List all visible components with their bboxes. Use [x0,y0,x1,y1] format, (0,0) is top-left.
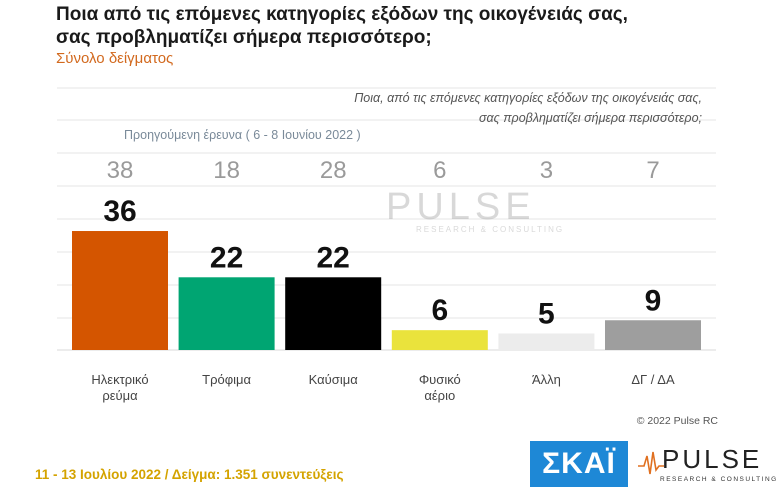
category-label: αέριο [424,388,455,403]
previous-value-label: 7 [646,157,659,184]
previous-survey-label: Προηγούμενη έρευνα ( 6 - 8 Ιουνίου 2022 … [124,128,361,142]
bar [498,333,595,350]
previous-value-label: 3 [540,157,553,184]
category-label: Ηλεκτρικό [91,372,148,387]
category-label: Άλλη [532,372,561,387]
bar [605,320,701,350]
category-label: Τρόφιμα [202,372,251,387]
category-label: ΔΓ / ΔΑ [631,372,675,387]
data-label: 22 [210,241,243,274]
data-label: 36 [103,195,136,228]
previous-value-label: 6 [433,157,446,184]
chart-subtitle: Σύνολο δείγματος [56,50,174,67]
previous-value-label: 28 [320,157,347,184]
question-note: Ποια, από τις επόμενες κατηγορίες εξόδων… [282,88,702,128]
question-note-line1: Ποια, από τις επόμενες κατηγορίες εξόδων… [354,91,702,105]
data-label: 9 [645,284,662,317]
watermark-subtext: RESEARCH & CONSULTING [416,225,565,234]
data-label: 6 [431,294,448,327]
chart-title-line2: σας προβληματίζει σήμερα περισσότερο; [56,27,432,48]
pulse-logo-subtext: RESEARCH & CONSULTING [660,476,778,483]
data-label: 5 [538,297,555,330]
bar [285,277,382,350]
category-label: Φυσικό [419,372,461,387]
skai-logo: ΣΚΑΪ [530,441,628,487]
chart-title: Ποια από τις επόμενες κατηγορίες εξόδων … [56,3,628,49]
category-label: Καύσιμα [309,372,359,387]
previous-value-label: 18 [213,157,240,184]
question-note-line2: σας προβληματίζει σήμερα περισσότερο; [478,111,702,125]
watermark-text: PULSE [386,186,536,228]
pulse-watermark: PULSE RESEARCH & CONSULTING [386,186,564,234]
previous-value-label: 38 [107,157,134,184]
bar [391,330,488,350]
data-label: 22 [317,241,350,274]
footer-survey-info: 11 - 13 Ιουλίου 2022 / Δείγμα: 1.351 συν… [35,467,344,482]
bar [72,231,168,350]
pulse-logo-text: PULSE [662,444,763,474]
bar [178,277,275,350]
copyright-text: © 2022 Pulse RC [636,415,718,427]
category-label: ρεύμα [102,388,138,403]
pulse-wave-icon [638,451,664,475]
pulse-logo: PULSE RESEARCH & CONSULTING [638,444,776,488]
chart-title-line1: Ποια από τις επόμενες κατηγορίες εξόδων … [56,4,628,25]
